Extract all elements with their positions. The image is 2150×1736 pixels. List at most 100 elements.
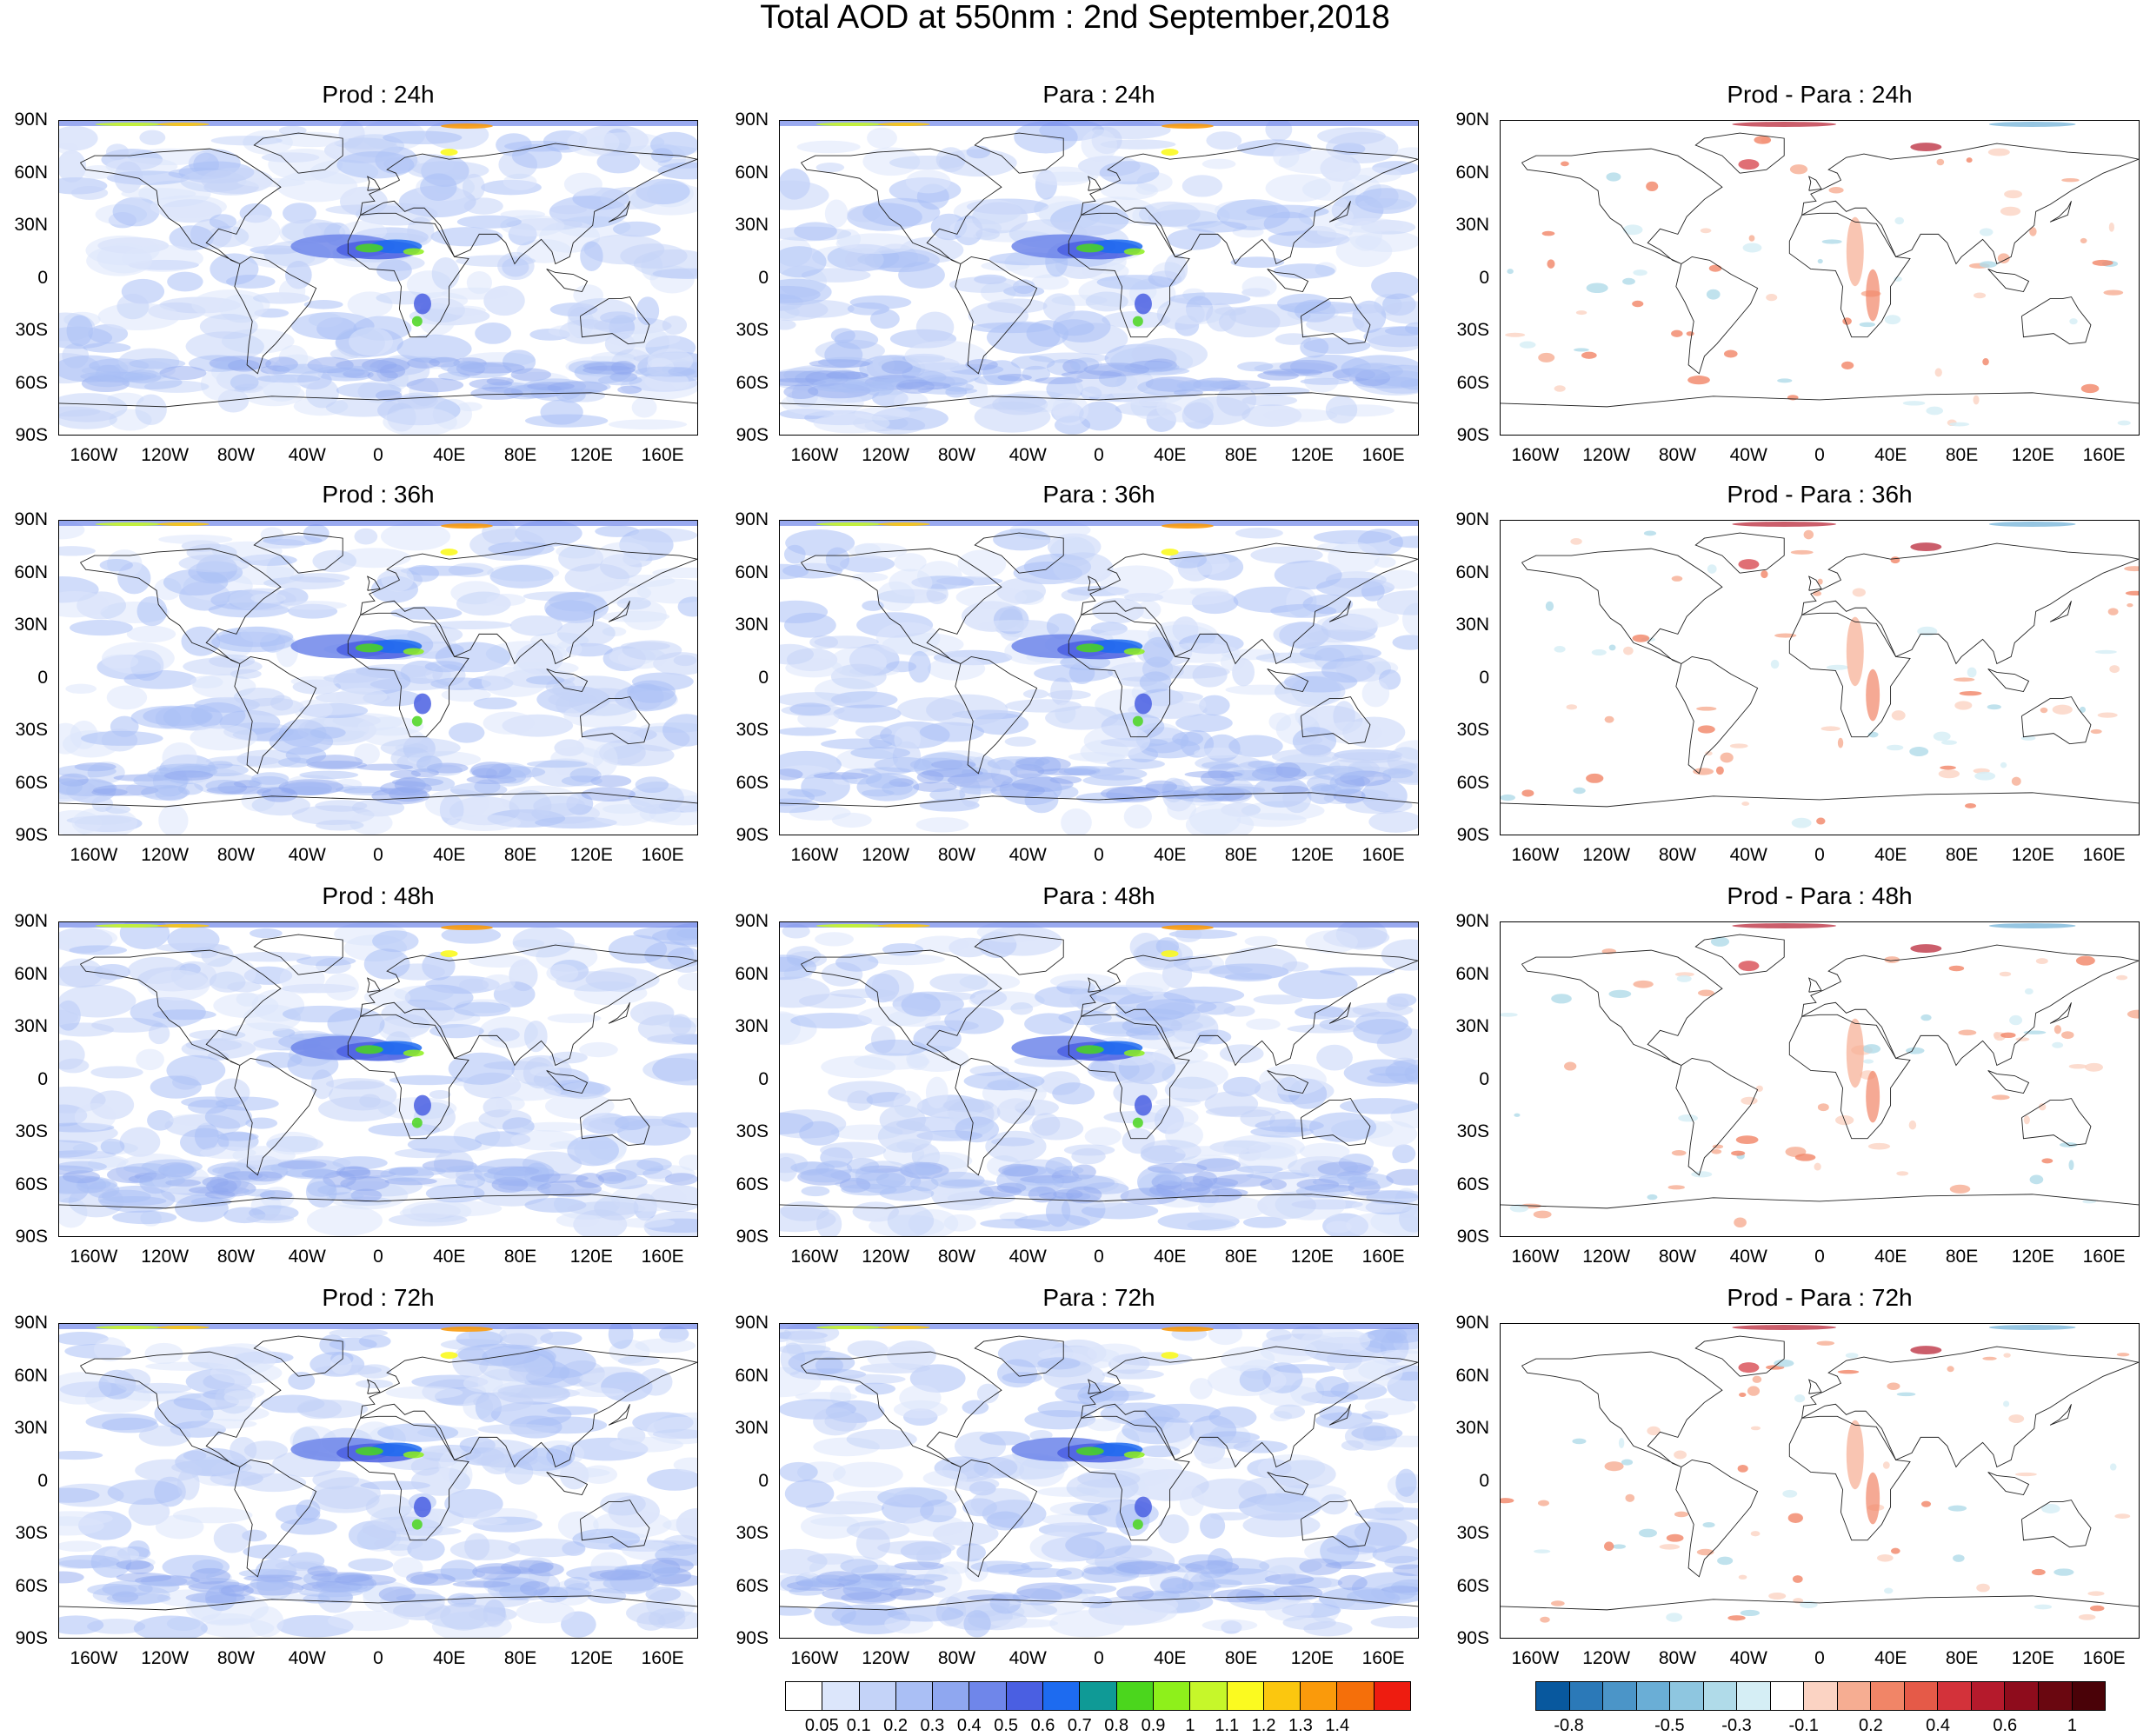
lon-tick-label: 0 xyxy=(1814,445,1825,465)
colorbar-tick-label: 0.2 xyxy=(1858,1716,1883,1735)
lon-tick-label: 160W xyxy=(790,445,839,465)
colorbar-swatch xyxy=(2005,1682,2039,1710)
lat-tick-label: 60N xyxy=(14,162,48,183)
colorbar-tick-label: 0.05 xyxy=(804,1716,839,1735)
colorbar-tick-label: 0.6 xyxy=(1030,1716,1055,1735)
lon-tick-label: 40W xyxy=(1729,445,1767,465)
lon-tick-label: 160W xyxy=(790,1247,839,1267)
lat-tick-label: 30S xyxy=(736,720,769,740)
panel-title: Prod - Para : 72h xyxy=(1727,1284,1913,1311)
lon-tick-label: 120E xyxy=(2011,1648,2054,1668)
lon-tick-label: 160E xyxy=(2082,1648,2126,1668)
lon-tick-label: 40W xyxy=(1729,1648,1767,1668)
lon-tick-label: 40E xyxy=(1874,445,1907,465)
colorbar-tick-label: 0.1 xyxy=(846,1716,871,1735)
colorbar-swatch xyxy=(1263,1682,1301,1710)
lon-tick-label: 160W xyxy=(70,845,118,865)
colorbar-tick-label: 0.9 xyxy=(1141,1716,1166,1735)
lat-tick-label: 60S xyxy=(1456,772,1489,793)
lon-tick-label: 80W xyxy=(216,1648,256,1668)
colorbar-swatch xyxy=(1837,1682,1872,1710)
lon-tick-label: 40E xyxy=(433,845,466,865)
lon-tick-label: 40W xyxy=(1008,1648,1047,1668)
lon-tick-label: 120W xyxy=(862,445,910,465)
lat-tick-label: 0 xyxy=(758,1068,769,1089)
lon-tick-label: 120E xyxy=(569,1648,613,1668)
lon-tick-label: 80E xyxy=(1224,1648,1258,1668)
map-plot-area xyxy=(1500,520,2140,835)
lat-tick-label: 90N xyxy=(735,1313,769,1333)
lat-tick-label: 30S xyxy=(1456,1523,1489,1543)
lat-tick-label: 30N xyxy=(1455,1418,1489,1438)
colorbar-swatch xyxy=(1971,1682,2006,1710)
lon-tick-label: 80E xyxy=(1224,1247,1258,1267)
lat-tick-label: 30S xyxy=(736,1121,769,1141)
lon-tick-label: 160E xyxy=(2082,445,2126,465)
map-panel: Prod : 48h 90N 60N 30N 0 30S 60S 90S 160W 120W 80W… xyxy=(14,882,698,1267)
lon-tick-label: 120E xyxy=(1290,845,1334,865)
map-plot-area xyxy=(1500,921,2140,1237)
lat-tick-label: 90N xyxy=(14,509,48,529)
lon-tick-label: 80E xyxy=(503,445,537,465)
map-plot-area xyxy=(1500,120,2140,436)
lon-tick-label: 80W xyxy=(1658,1648,1697,1668)
lat-tick-label: 0 xyxy=(758,267,769,288)
lon-tick-label: 80E xyxy=(1945,845,1979,865)
colorbar-swatch xyxy=(1770,1682,1805,1710)
lon-tick-label: 80W xyxy=(1658,1247,1697,1267)
panel-title: Para : 36h xyxy=(1042,481,1155,508)
map-panel: Prod - Para : 24h 90N 60N 30N 0 30S 60S 90S 160W… xyxy=(1455,81,2140,465)
lon-tick-label: 40W xyxy=(1008,445,1047,465)
colorbar-swatch xyxy=(1804,1682,1838,1710)
map-field-svg xyxy=(59,1324,697,1638)
lon-tick-label: 160E xyxy=(641,445,684,465)
map-plot-area xyxy=(779,1323,1419,1639)
map-plot-area xyxy=(58,1323,698,1639)
lat-tick-label: 60S xyxy=(736,772,769,793)
lat-tick-label: 0 xyxy=(37,267,48,288)
lon-tick-label: 80E xyxy=(503,845,537,865)
panel-title: Para : 48h xyxy=(1042,882,1155,909)
colorbar-tick-label: 0.6 xyxy=(1993,1716,2018,1735)
panel-title: Prod : 36h xyxy=(322,481,435,508)
difference-colorbar: -0.8 -0.5 -0.3 -0.1 0.2 0.4 0.6 1 xyxy=(1535,1681,2106,1735)
colorbar-tick-label: -0.5 xyxy=(1654,1716,1685,1735)
lat-tick-label: 90N xyxy=(14,911,48,931)
map-panel: Para : 48h 90N 60N 30N 0 30S 60S 90S 160W 120W 80W… xyxy=(735,882,1419,1267)
map-panel: Prod - Para : 48h 90N 60N 30N 0 30S 60S 90S 160W… xyxy=(1455,882,2140,1267)
lat-tick-label: 90N xyxy=(14,1313,48,1333)
lat-tick-label: 30S xyxy=(736,320,769,340)
panel-title: Prod : 48h xyxy=(322,882,435,909)
lon-tick-label: 120E xyxy=(1290,1247,1334,1267)
lat-tick-label: 90S xyxy=(1456,825,1489,845)
colorbar-swatch xyxy=(859,1682,896,1710)
lon-tick-label: 80W xyxy=(937,445,976,465)
lat-tick-label: 30N xyxy=(14,615,48,635)
lat-tick-label: 90S xyxy=(1456,1227,1489,1247)
lat-tick-label: 30N xyxy=(1455,1016,1489,1036)
colorbar-swatch xyxy=(1116,1682,1154,1710)
panel-title: Prod : 72h xyxy=(322,1284,435,1311)
lon-tick-label: 80W xyxy=(216,445,256,465)
lon-tick-label: 120E xyxy=(569,445,613,465)
lon-tick-label: 160W xyxy=(1511,1247,1560,1267)
panel-title: Para : 24h xyxy=(1042,81,1155,108)
map-field-svg xyxy=(1501,122,2139,427)
lon-tick-label: 40W xyxy=(288,1648,326,1668)
lat-tick-label: 30N xyxy=(1455,215,1489,235)
map-field-svg xyxy=(1501,1325,2139,1623)
lat-tick-label: 90S xyxy=(1456,425,1489,445)
lat-tick-label: 30N xyxy=(735,1418,769,1438)
lat-tick-label: 60N xyxy=(1455,1365,1489,1386)
lon-tick-label: 160E xyxy=(641,1648,684,1668)
colorbar-swatch xyxy=(1938,1682,1972,1710)
lon-tick-label: 120W xyxy=(862,845,910,865)
lat-tick-label: 0 xyxy=(37,1068,48,1089)
colorbar-tick-label: -0.3 xyxy=(1721,1716,1752,1735)
lat-tick-label: 60S xyxy=(15,772,48,793)
lat-tick-label: 90N xyxy=(1455,911,1489,931)
lat-tick-label: 30S xyxy=(15,1523,48,1543)
map-plot-area xyxy=(58,921,698,1237)
lon-tick-label: 120E xyxy=(2011,1247,2054,1267)
lon-tick-label: 160E xyxy=(2082,845,2126,865)
